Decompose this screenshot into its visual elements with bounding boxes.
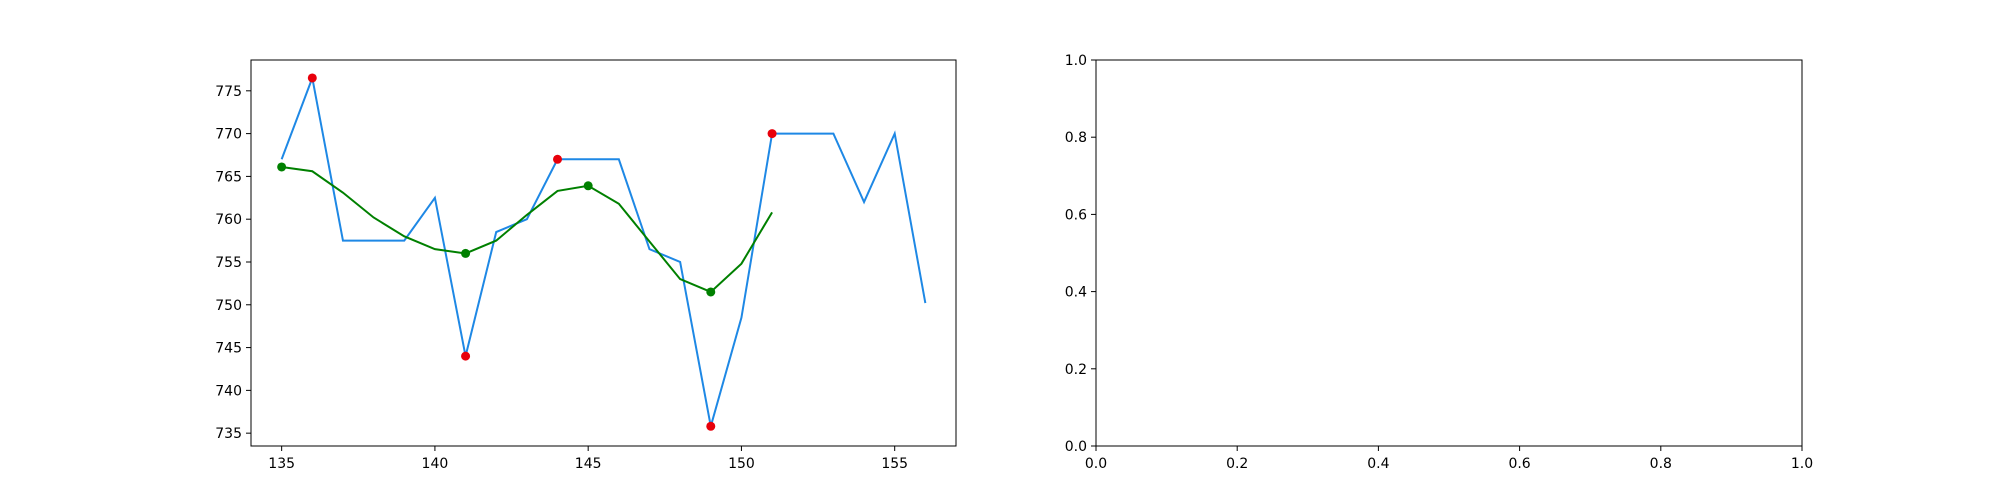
extrema-point <box>553 154 563 164</box>
y-tick-label: 770 <box>215 127 242 143</box>
y-tick-label: 0.0 <box>1065 439 1087 455</box>
x-tick-label: 0.6 <box>1508 456 1530 472</box>
series-line-price <box>280 74 927 427</box>
x-tick-label: 1.0 <box>1791 456 1813 472</box>
price-chart-panel: 135 140 145 150 155 735 740 745 750 755 760 765 770 7… <box>215 59 957 472</box>
y-tick-label: 0.2 <box>1065 362 1087 378</box>
extrema-point <box>307 73 317 83</box>
y-tick-label: 0.6 <box>1065 207 1087 223</box>
smoothed-extrema-point <box>706 287 716 297</box>
y-tick-label: 775 <box>215 84 242 100</box>
y-tick-label: 760 <box>215 212 242 228</box>
y-tick-label: 735 <box>215 426 242 442</box>
y-tick-label: 750 <box>215 298 242 314</box>
x-tick-label: 0.8 <box>1650 456 1672 472</box>
smoothed-extrema-point <box>461 248 471 258</box>
smoothed-extrema-point <box>583 181 593 191</box>
x-tick-label: 0.4 <box>1367 456 1389 472</box>
y-tick-label: 765 <box>215 169 242 185</box>
extrema-point <box>706 421 716 431</box>
axes-frame <box>1095 59 1803 447</box>
y-tick-label: 0.4 <box>1065 285 1087 301</box>
extrema-point <box>461 351 471 361</box>
x-tick-label: 135 <box>268 456 295 472</box>
y-tick-label: 0.8 <box>1065 130 1087 146</box>
empty-chart-panel: 0.0 0.2 0.4 0.6 0.8 1.0 0.0 0.2 0.4 0.6 0.8 1.0 <box>1065 53 1813 472</box>
x-tick-label: 140 <box>422 456 449 472</box>
y-tick-label: 1.0 <box>1065 53 1087 69</box>
x-tick-label: 0.2 <box>1226 456 1248 472</box>
extrema-point <box>767 129 777 139</box>
y-tick-label: 740 <box>215 383 242 399</box>
series-line-smoothed <box>281 165 773 294</box>
smoothed-extrema-point <box>277 162 287 172</box>
y-tick-label: 745 <box>215 341 242 357</box>
x-tick-label: 150 <box>728 456 755 472</box>
x-tick-label: 145 <box>575 456 602 472</box>
axes-frame <box>250 59 957 447</box>
x-tick-label: 155 <box>881 456 908 472</box>
y-tick-label: 755 <box>215 255 242 271</box>
x-tick-label: 0.0 <box>1085 456 1107 472</box>
